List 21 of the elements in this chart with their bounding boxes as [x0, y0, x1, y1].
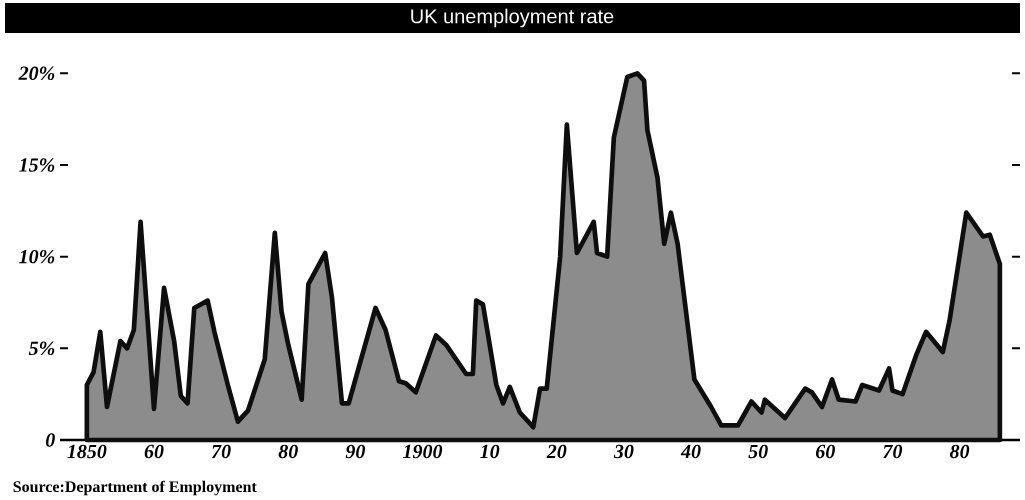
- y-tick-label: 5%: [28, 341, 55, 356]
- y-tick-label: 15%: [19, 158, 55, 172]
- x-tick-label: 90: [345, 444, 366, 459]
- x-tick-label: 50: [748, 444, 768, 459]
- x-tick-label: 10: [480, 444, 500, 459]
- y-tick-label: 0: [45, 433, 55, 447]
- chart-title: UK unemployment rate: [411, 8, 614, 28]
- x-tick-label: 60: [144, 444, 164, 459]
- x-tick-label: 1850: [67, 444, 107, 459]
- x-tick-label: 80: [949, 444, 970, 459]
- x-tick-label: 30: [613, 444, 634, 459]
- x-tick-label: 70: [211, 444, 231, 459]
- x-tick-label: 70: [883, 444, 903, 459]
- x-tick-label: 60: [816, 444, 835, 459]
- y-tick-label: 20%: [18, 66, 55, 81]
- x-tick-label: 80: [278, 444, 298, 459]
- y-tick-label: 10%: [19, 249, 55, 264]
- x-tick-label: 1900: [402, 444, 443, 459]
- x-tick-label: 40: [680, 444, 701, 459]
- source-note: Source:Department of Employment: [13, 480, 257, 496]
- x-tick-label: 20: [546, 444, 567, 459]
